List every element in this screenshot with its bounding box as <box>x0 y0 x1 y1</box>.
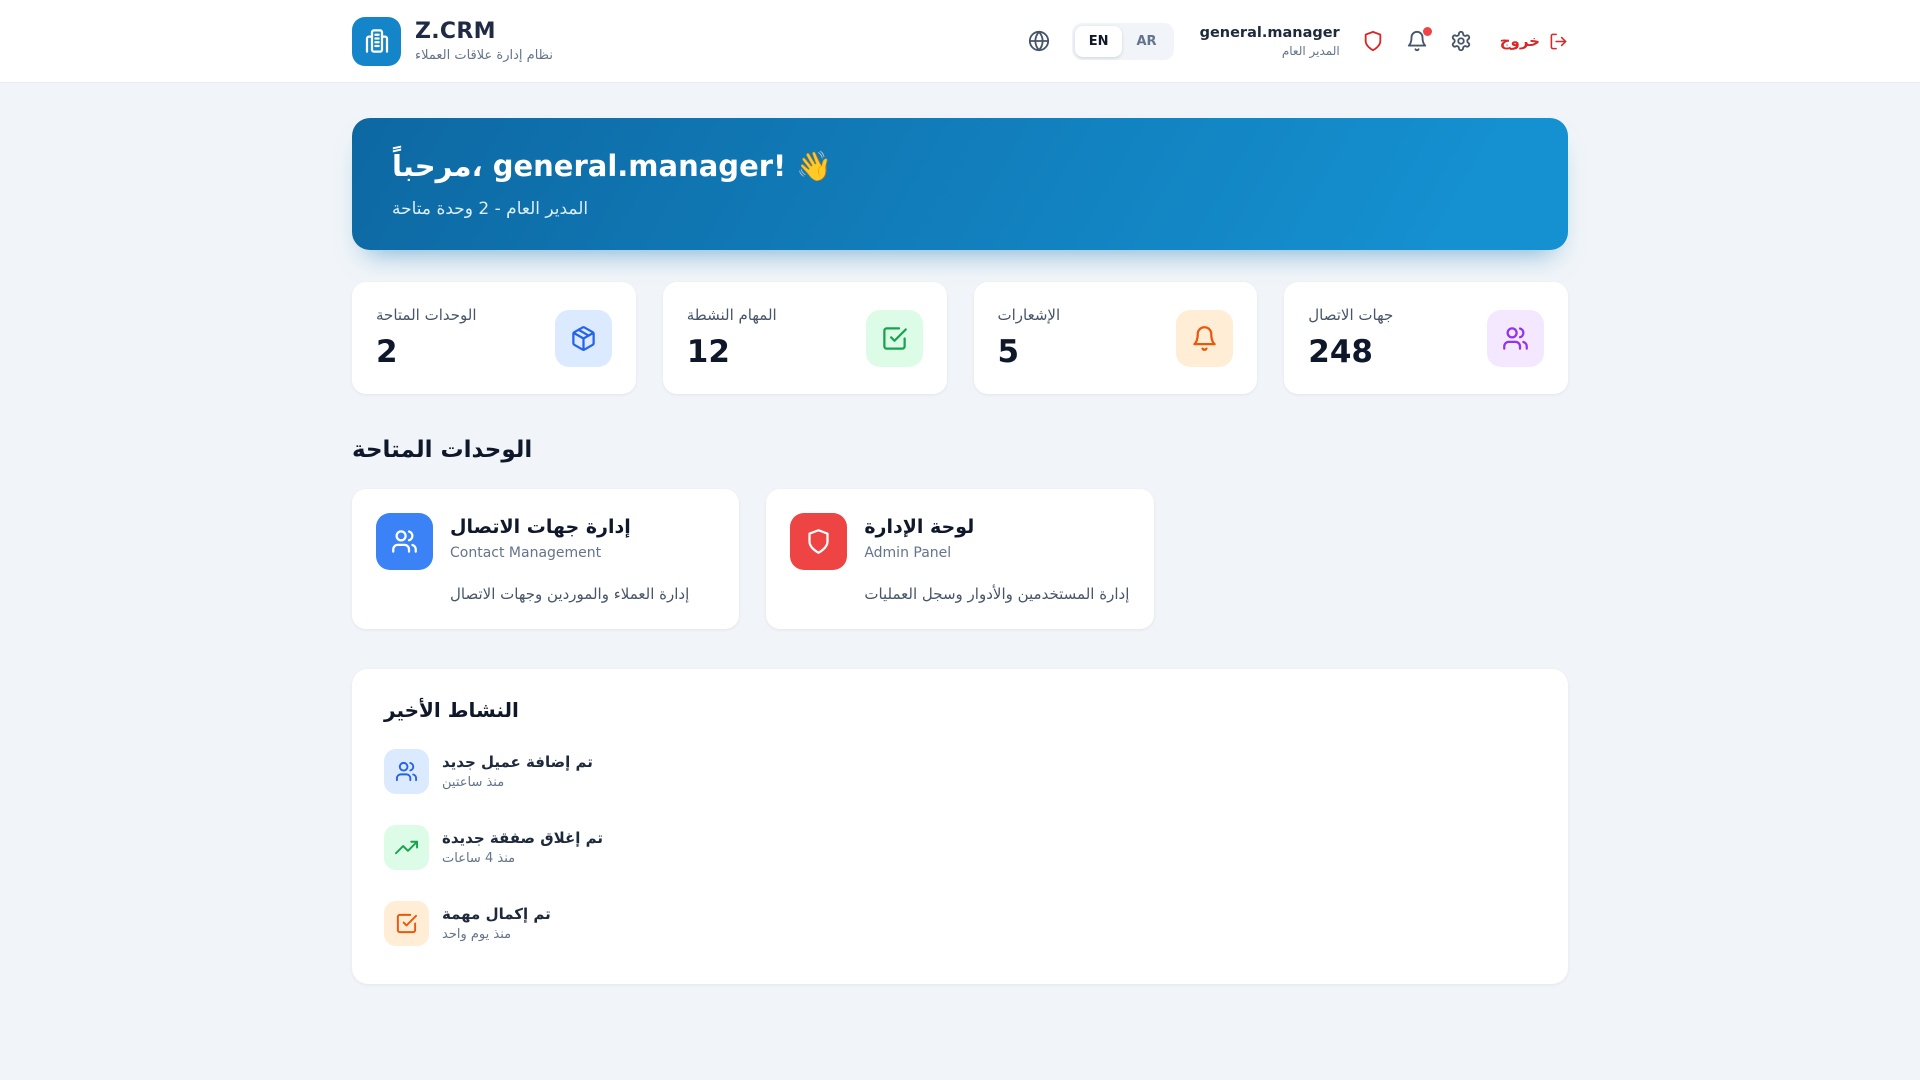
module-title: لوحة الإدارة <box>864 516 975 538</box>
user-info: general.manager المدير العام <box>1200 25 1340 58</box>
globe-icon <box>1028 30 1050 52</box>
activity-time: منذ يوم واحد <box>442 927 512 942</box>
activity-time: منذ ساعتين <box>442 775 505 790</box>
user-role: المدير العام <box>1281 43 1340 58</box>
welcome-title: مرحباً، general.manager! 👋 <box>392 149 833 183</box>
settings-button[interactable] <box>1450 30 1472 52</box>
modules-section-title: الوحدات المتاحة <box>352 437 533 463</box>
users-icon <box>1487 309 1544 367</box>
stat-label: الإشعارات <box>997 306 1061 324</box>
language-toggle: EN AR <box>1071 22 1174 60</box>
gear-icon <box>1450 30 1472 52</box>
shield-icon <box>1362 30 1384 52</box>
app-brand: Z.CRM نظام إدارة علاقات العملاء <box>352 16 553 66</box>
stat-label: جهات الاتصال <box>1308 306 1394 324</box>
logout-button[interactable]: خروج <box>1500 32 1568 51</box>
package-icon <box>554 309 612 367</box>
check-square-icon <box>865 309 923 367</box>
building-icon <box>362 26 392 56</box>
module-subtitle: Admin Panel <box>864 545 952 561</box>
stat-label: الوحدات المتاحة <box>376 306 477 324</box>
stat-card-notifications: الإشعارات 5 <box>973 282 1258 394</box>
shield-icon <box>790 513 848 570</box>
user-name: general.manager <box>1199 24 1340 41</box>
welcome-subtitle: المدير العام - 2 وحدة متاحة <box>392 199 589 219</box>
stat-card-active-tasks: المهام النشطة 12 <box>662 282 947 394</box>
app-title: Z.CRM <box>415 19 496 44</box>
logout-icon <box>1549 32 1568 51</box>
notifications-button[interactable] <box>1406 27 1432 52</box>
activity-item-task-completed: تم إكمال مهمة منذ يوم واحد <box>384 901 1536 946</box>
stat-card-contacts: جهات الاتصال 248 <box>1284 282 1568 394</box>
module-card-admin-panel[interactable]: لوحة الإدارة Admin Panel إدارة المستخدمي… <box>766 489 1154 629</box>
app-subtitle: نظام إدارة علاقات العملاء <box>415 48 553 63</box>
activity-item-deal-closed: تم إغلاق صفقة جديدة منذ 4 ساعات <box>384 825 1536 870</box>
app-header: Z.CRM نظام إدارة علاقات العملاء EN AR ge… <box>0 0 1920 83</box>
stat-card-available-modules: الوحدات المتاحة 2 <box>352 282 636 394</box>
stats-row: الوحدات المتاحة 2 المهام النشطة 12 الإ <box>352 282 1568 394</box>
stat-value: 2 <box>376 334 398 370</box>
module-description: إدارة العملاء والموردين وجهات الاتصال <box>450 585 690 603</box>
logout-label: خروج <box>1499 32 1540 50</box>
language-en-button[interactable]: EN <box>1074 25 1123 57</box>
trending-up-icon <box>384 825 429 870</box>
activity-title-text: تم إضافة عميل جديد <box>442 753 593 771</box>
stat-value: 248 <box>1308 334 1373 370</box>
welcome-banner: مرحباً، general.manager! 👋 المدير العام … <box>352 118 1568 250</box>
stat-value: 12 <box>686 334 730 370</box>
stat-value: 5 <box>997 334 1020 370</box>
activity-time: منذ 4 ساعات <box>442 851 516 866</box>
app-logo <box>352 16 401 66</box>
bell-icon <box>1176 309 1234 367</box>
stat-label: المهام النشطة <box>686 306 777 324</box>
notification-dot <box>1422 27 1432 36</box>
module-subtitle: Contact Management <box>450 545 602 561</box>
language-ar-button[interactable]: AR <box>1122 26 1170 57</box>
module-description: إدارة المستخدمين والأدوار وسجل العمليات <box>864 585 1130 603</box>
check-square-icon <box>384 901 429 946</box>
recent-activity-title: النشاط الأخير <box>384 698 519 722</box>
activity-list: تم إضافة عميل جديد منذ ساعتين تم إغلاق ص… <box>384 749 1536 946</box>
header-actions: EN AR general.manager المدير العام <box>1028 22 1568 60</box>
users-icon <box>384 749 429 794</box>
modules-grid: إدارة جهات الاتصال Contact Management إد… <box>352 489 1568 629</box>
module-title: إدارة جهات الاتصال <box>450 516 631 538</box>
module-card-contact-management[interactable]: إدارة جهات الاتصال Contact Management إد… <box>352 489 740 629</box>
recent-activity-card: النشاط الأخير تم إضافة عميل جديد منذ ساع… <box>352 669 1568 984</box>
activity-title-text: تم إغلاق صفقة جديدة <box>442 829 604 847</box>
activity-item-client-added: تم إضافة عميل جديد منذ ساعتين <box>384 749 1536 794</box>
admin-shield-button[interactable] <box>1362 30 1384 52</box>
activity-title-text: تم إكمال مهمة <box>442 905 551 923</box>
users-icon <box>376 513 433 570</box>
